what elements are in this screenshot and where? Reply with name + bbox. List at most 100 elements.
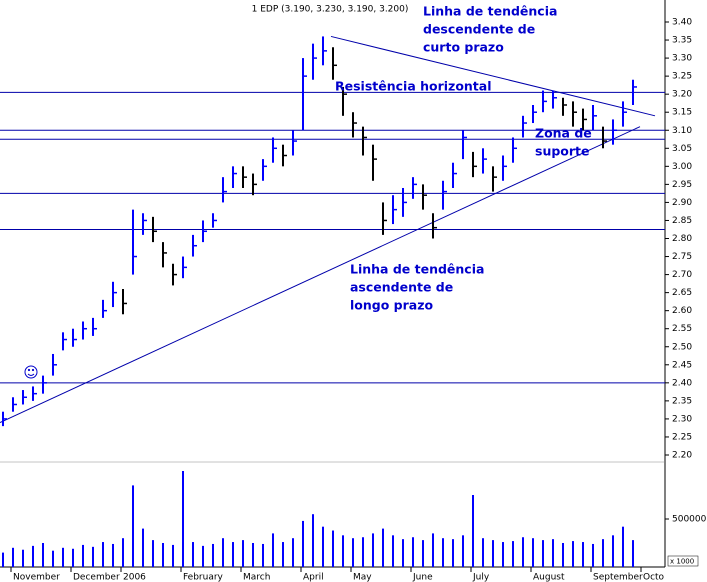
volume-bar — [2, 552, 4, 567]
annotation: curto prazo — [423, 40, 504, 55]
x-tick-label: September — [593, 573, 643, 582]
volume-bar — [552, 539, 554, 567]
volume-bar — [102, 542, 104, 567]
y-tick-label: 2.60 — [672, 306, 692, 316]
annotation: Linha de tendência — [423, 4, 557, 19]
volume-bar — [492, 540, 494, 567]
volume-bar — [252, 543, 254, 567]
x-tick-label: March — [243, 573, 270, 582]
volume-bar — [442, 538, 444, 567]
volume-bar — [372, 533, 374, 567]
volume-bar — [232, 542, 234, 567]
volume-bar — [262, 543, 264, 567]
volume-bar — [152, 540, 154, 567]
y-tick-label: 2.30 — [672, 414, 692, 424]
y-tick-label: 3.40 — [672, 18, 692, 28]
x-tick-label: February — [183, 573, 224, 582]
volume-bar — [332, 530, 334, 567]
volume-bar — [192, 542, 194, 567]
volume-bar — [462, 535, 464, 567]
volume-bar — [532, 538, 534, 567]
volume-bar — [572, 541, 574, 567]
y-tick-label: 2.70 — [672, 270, 692, 280]
y-tick-label: 3.15 — [672, 108, 692, 118]
volume-bar — [272, 533, 274, 567]
x-tick-label: April — [303, 573, 324, 582]
volume-bar — [142, 528, 144, 567]
volume-bar — [622, 526, 624, 567]
volume-tick-label: 500000 — [672, 515, 707, 525]
volume-bar — [482, 538, 484, 567]
x-tick-label: July — [472, 573, 490, 582]
y-tick-label: 2.55 — [672, 324, 692, 334]
trendline — [0, 126, 641, 423]
volume-bar — [632, 540, 634, 567]
volume-bar — [322, 526, 324, 567]
y-tick-label: 2.25 — [672, 432, 692, 442]
volume-bar — [402, 539, 404, 567]
volume-bar — [312, 514, 314, 567]
volume-bar — [362, 537, 364, 567]
volume-bar — [22, 549, 24, 567]
x-tick-label: June — [412, 573, 433, 582]
annotation: Resistência horizontal — [335, 79, 492, 94]
volume-bar — [612, 535, 614, 567]
volume-bar — [132, 485, 134, 567]
volume-bar — [592, 543, 594, 567]
y-tick-label: 3.10 — [672, 126, 692, 136]
y-tick-label: 3.00 — [672, 162, 692, 172]
y-tick-label: 2.45 — [672, 360, 692, 370]
volume-bar — [12, 547, 14, 567]
volume-bar — [522, 537, 524, 567]
volume-unit-label: x 1000 — [670, 558, 694, 566]
volume-bar — [62, 547, 64, 567]
volume-bar — [112, 543, 114, 567]
volume-bar — [562, 543, 564, 567]
volume-bar — [202, 545, 204, 567]
trendline — [330, 35, 656, 117]
x-tick-label: May — [353, 573, 372, 582]
x-tick-label: November — [13, 573, 60, 582]
annotation: Linha de tendência — [350, 262, 484, 277]
y-tick-label: 2.35 — [672, 396, 692, 406]
volume-bar — [602, 539, 604, 567]
volume-bar — [412, 537, 414, 567]
smiley-icon — [24, 365, 38, 379]
y-tick-label: 2.20 — [672, 451, 692, 461]
volume-bar — [282, 542, 284, 567]
volume-bar — [92, 546, 94, 567]
y-tick-label: 3.30 — [672, 54, 692, 64]
volume-bar — [342, 535, 344, 567]
volume-bar — [182, 471, 184, 567]
y-tick-label: 2.40 — [672, 378, 692, 388]
volume-bar — [32, 545, 34, 567]
volume-bar — [222, 538, 224, 567]
volume-bar — [42, 543, 44, 567]
x-tick-label: August — [533, 573, 565, 582]
unit-box — [667, 555, 699, 567]
volume-bar — [242, 540, 244, 567]
y-tick-label: 2.65 — [672, 288, 692, 298]
y-tick-label: 2.85 — [672, 216, 692, 226]
volume-bar — [122, 538, 124, 567]
annotation: longo prazo — [350, 298, 433, 313]
volume-bar — [52, 550, 54, 567]
annotation: ascendente de — [350, 280, 453, 295]
y-tick-label: 3.25 — [672, 72, 692, 82]
volume-bar — [582, 542, 584, 567]
volume-bar — [72, 548, 74, 567]
volume-bar — [472, 495, 474, 567]
volume-bar — [382, 528, 384, 567]
volume-bar — [422, 540, 424, 567]
x-tick-label: 2006 — [123, 573, 146, 582]
volume-bar — [292, 538, 294, 567]
volume-bar — [302, 520, 304, 567]
volume-bar — [392, 535, 394, 567]
volume-bar — [512, 541, 514, 567]
y-tick-label: 2.90 — [672, 198, 692, 208]
annotation: suporte — [535, 144, 590, 159]
volume-bar — [162, 543, 164, 567]
y-tick-label: 3.20 — [672, 90, 692, 100]
